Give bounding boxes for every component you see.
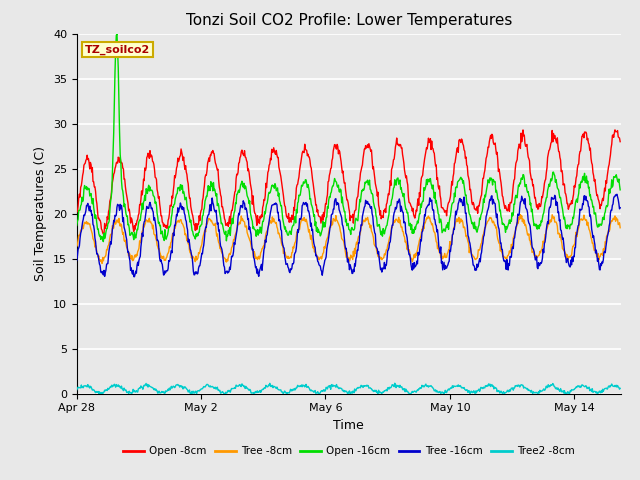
Y-axis label: Soil Temperatures (C): Soil Temperatures (C) bbox=[35, 146, 47, 281]
Text: TZ_soilco2: TZ_soilco2 bbox=[85, 44, 150, 55]
Legend: Open -8cm, Tree -8cm, Open -16cm, Tree -16cm, Tree2 -8cm: Open -8cm, Tree -8cm, Open -16cm, Tree -… bbox=[119, 442, 579, 460]
Title: Tonzi Soil CO2 Profile: Lower Temperatures: Tonzi Soil CO2 Profile: Lower Temperatur… bbox=[186, 13, 512, 28]
X-axis label: Time: Time bbox=[333, 419, 364, 432]
